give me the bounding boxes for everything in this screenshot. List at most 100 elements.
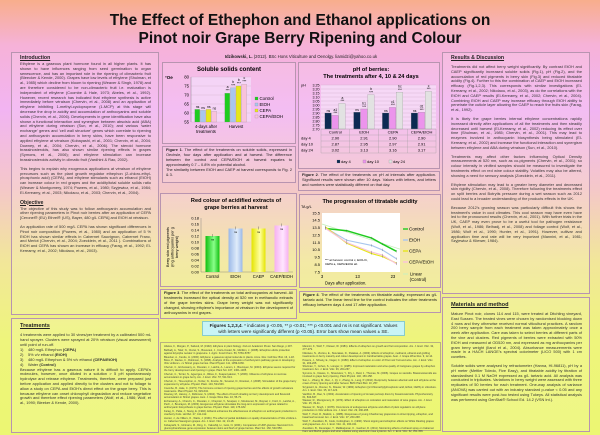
results-panel: Results & Discussion Treatments did not … [442, 52, 590, 294]
legend-swatch [254, 108, 259, 113]
bar [228, 228, 243, 272]
table-header: Control [329, 130, 342, 135]
reference-entry: Vardhini, B., Rao, S. (2002). Accelerati… [302, 392, 433, 399]
significance-label: c1 [391, 100, 395, 104]
bar [367, 94, 375, 130]
bar [230, 87, 236, 123]
author-details: (2012). BSc Hons Viticulture and Oenolgy… [252, 54, 378, 59]
figure-3-caption: Figure 3. The effect of the treatments o… [160, 289, 297, 319]
chart-title: Red colour of acidified extracts of [191, 198, 281, 204]
x-category-label: Harvest [229, 124, 244, 129]
caption-label: Figure 2 [302, 172, 318, 177]
bar [194, 109, 200, 123]
x-category-label: 4-days after [195, 124, 218, 129]
references-column: Abeles, F., Morgan, P., Saltveit, M. (19… [164, 345, 299, 430]
bar [331, 115, 339, 130]
significance-label: *** [391, 103, 396, 107]
y-tick-label: 80 [184, 75, 189, 80]
y-tick-label: 3.10 [313, 95, 320, 99]
y-tick-label: 2.95 [313, 107, 320, 111]
treatment-item: 3) 480 mg/L Ethephon & 5% v/v ethanol (CE… [20, 356, 118, 362]
materials-heading: Materials and method [451, 302, 509, 308]
bar [324, 112, 332, 130]
objective-heading: Objective [20, 199, 44, 206]
y-tick-label: 55 [184, 120, 189, 125]
y-tick-label: 9.5 [314, 255, 320, 260]
legend-label: Linear [410, 272, 423, 277]
y-tick-label: 0.00 [191, 269, 200, 274]
bar [418, 112, 425, 130]
bar [411, 112, 418, 130]
y-tick-label: 65 [184, 102, 189, 107]
reference-entry: Chervin, C., Terrier, N., Ageorges, A., … [164, 372, 287, 379]
chart-subtitle: The treatments after 4, 10 & 24 days [323, 74, 418, 80]
significance-label: *** [420, 108, 425, 112]
y-axis-label: TA g/L [301, 205, 312, 209]
intro-paragraph: Ethylene is a gaseous plant hormone foun… [20, 61, 151, 162]
poster-title: The Effect of Ethephon and Ethanol appli… [0, 12, 600, 48]
y-tick-label: 0.06 [191, 251, 200, 256]
y-tick-label: 12.5 [312, 232, 321, 237]
table-row-label: day 24 [301, 148, 314, 153]
table-cell: 3.13 [360, 148, 369, 153]
table-cell: 2.90 [389, 136, 398, 141]
reference-entry: Symons, G., Davies, C., Shavrukov, Y., D… [302, 372, 437, 379]
table-cell: 2.91 [418, 142, 427, 147]
significance-label: d1 [420, 105, 424, 109]
title-line-2: Pinot noir Grape Berry Ripening and Colo… [138, 30, 462, 47]
objective-text: The objective of this study was to follo… [20, 206, 151, 254]
treatments-intro: 4 treatments were applied to 30 vines/pe… [20, 332, 151, 347]
significance-label: *** [362, 105, 367, 109]
significance-label: ns [355, 108, 359, 112]
significance-label: ns [384, 109, 388, 113]
legend-swatch [254, 102, 259, 107]
reference-entry: Shulman, Y., Cohen, S., Loinger, C. (198… [302, 365, 436, 372]
y-tick-label: 0.02 [191, 263, 200, 268]
reference-entry: Wolf, T., Zoecklein, B., Cook, Cottingha… [302, 419, 434, 426]
ph-chart: pH of berries:The treatments after 4, 10… [301, 67, 437, 164]
table-cell: 2.90 [418, 136, 427, 141]
y-tick-label: 7.5 [314, 269, 320, 274]
bar [200, 110, 206, 123]
legend-swatch [254, 114, 259, 119]
reference-entry: Kobayashi, S., Ishimaru, M., Ding, C., Y… [164, 423, 294, 430]
materials-text: Mature Pinot noir, clones 114 and 115, w… [451, 311, 582, 402]
reference-entry: Szyjewicz, E., Rosner, N., Kliewer, W. (… [302, 385, 437, 392]
table-cell: 3.02 [331, 148, 340, 153]
y-tick-label: 14.5 [312, 218, 321, 223]
y-axis-label: Berry skin red pigments [166, 227, 170, 267]
significance-label: *** [237, 82, 242, 86]
bar [205, 109, 212, 123]
reference-entry: Farag, K., Palta, J., Stang, E. (1992). … [164, 409, 297, 416]
reference-entry: Chervin, C., Tira-umphon, A., Terrier, N… [164, 379, 297, 386]
bar [224, 93, 230, 123]
figure-1-panel: Soluble solids content °Oe 55 60 65 70 75 80 4-d… [162, 62, 296, 144]
legend-label: day 4 [341, 159, 352, 164]
table-cell: 3.16 [389, 148, 398, 153]
y-tick-label: 0.12 [191, 233, 200, 238]
significance-label: *** [369, 90, 374, 94]
reference-entry: Weaver, R., Singh, I. (1978). Occurrence… [302, 406, 426, 413]
legend-swatch [254, 96, 259, 101]
significance-label: *** [231, 83, 236, 87]
figure-2-panel: pH of berries: The treatments after 4, 10… [298, 62, 440, 169]
significance-label: ns [257, 230, 261, 234]
figure-4-caption: Figure 4. The effect of the treatments o… [299, 291, 441, 313]
bar [389, 107, 396, 130]
reference-entry: El-Kereamy, A., Chervin, C., Roustan, J.… [164, 400, 296, 410]
table-cell: 3.17 [418, 148, 427, 153]
legend-label: EtOH [260, 102, 271, 107]
y-tick-label: 0.16 [191, 221, 200, 226]
y-tick-label: 0.10 [191, 239, 200, 244]
significance-label: ns [234, 230, 238, 234]
treatments-heading: Treatments [20, 323, 50, 329]
caption-text: . The effect of the treatments on pH at … [302, 172, 436, 187]
bar [382, 112, 389, 130]
legend-label: (Control) [410, 277, 427, 282]
y-tick-label: 13.5 [312, 225, 321, 230]
annotation: CEPA a, CEPA/EtOH ab [325, 262, 358, 266]
trend-line [321, 223, 401, 250]
significance-label: ns [280, 227, 284, 231]
table-cell: 2.87 [331, 142, 340, 147]
significance-label: ns [196, 105, 200, 109]
